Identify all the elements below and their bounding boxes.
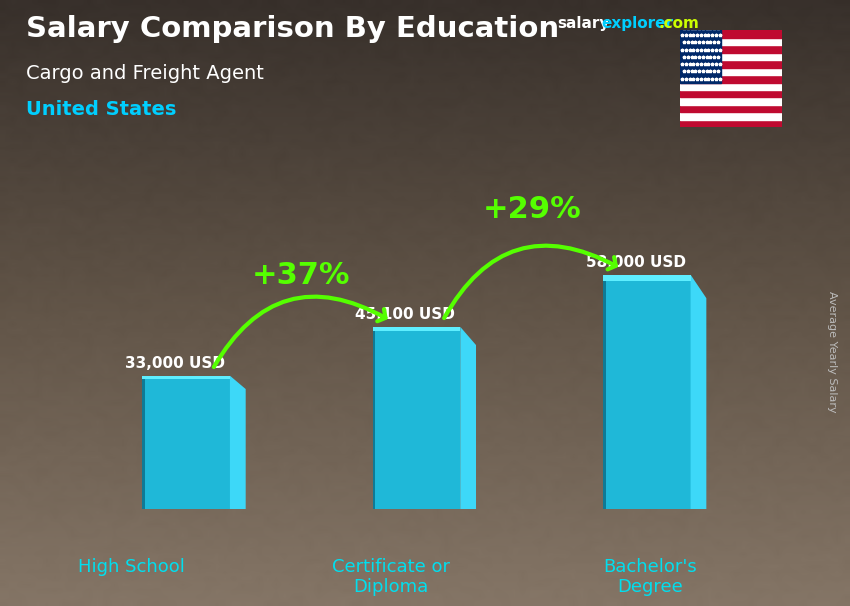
Text: Cargo and Freight Agent: Cargo and Freight Agent: [26, 64, 264, 82]
Bar: [680, 120, 782, 127]
Text: High School: High School: [78, 558, 185, 576]
Text: salary: salary: [557, 16, 609, 32]
Text: 33,000 USD: 33,000 USD: [125, 356, 225, 371]
Bar: [373, 327, 460, 331]
Bar: [680, 98, 782, 105]
Text: Average Yearly Salary: Average Yearly Salary: [827, 291, 837, 412]
Bar: [680, 60, 782, 68]
Text: explorer: explorer: [601, 16, 673, 32]
Polygon shape: [690, 275, 706, 509]
Text: Bachelor's
Degree: Bachelor's Degree: [604, 558, 697, 596]
Bar: [680, 112, 782, 120]
Text: Salary Comparison By Education: Salary Comparison By Education: [26, 15, 558, 43]
Bar: [680, 90, 782, 98]
Text: Certificate or
Diploma: Certificate or Diploma: [332, 558, 450, 596]
Text: +29%: +29%: [482, 195, 581, 224]
Text: +37%: +37%: [252, 261, 350, 290]
Polygon shape: [603, 275, 606, 509]
Bar: [680, 53, 782, 60]
Text: 45,100 USD: 45,100 USD: [355, 307, 455, 322]
Bar: [680, 68, 782, 75]
Polygon shape: [373, 327, 376, 509]
Text: United States: United States: [26, 100, 176, 119]
Bar: [143, 376, 230, 379]
Text: 58,000 USD: 58,000 USD: [586, 255, 686, 270]
Bar: [680, 45, 782, 53]
Polygon shape: [460, 327, 476, 509]
Bar: [680, 30, 782, 38]
Bar: [603, 275, 690, 509]
Polygon shape: [230, 376, 246, 509]
Bar: [373, 327, 460, 509]
Polygon shape: [143, 376, 145, 509]
Text: .com: .com: [659, 16, 700, 32]
Bar: [680, 30, 721, 82]
Bar: [680, 82, 782, 90]
Bar: [680, 105, 782, 112]
Bar: [143, 376, 230, 509]
Bar: [680, 75, 782, 82]
Bar: [603, 275, 690, 281]
Bar: [680, 38, 782, 45]
